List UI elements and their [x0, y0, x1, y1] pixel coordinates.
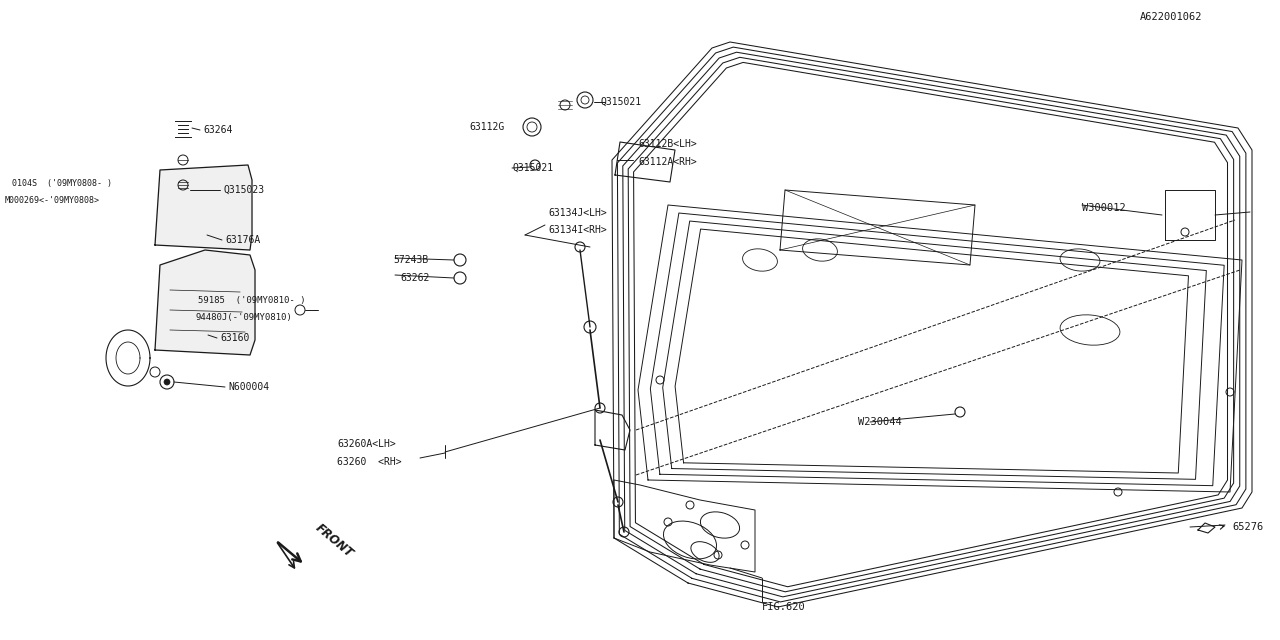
Text: 63260A<LH>: 63260A<LH>: [337, 439, 396, 449]
Text: 63262: 63262: [401, 273, 429, 283]
Text: W300012: W300012: [1082, 203, 1125, 213]
Text: Q315023: Q315023: [223, 185, 264, 195]
Text: 63134I<RH>: 63134I<RH>: [548, 225, 607, 235]
Polygon shape: [155, 250, 255, 355]
Text: 63160: 63160: [220, 333, 250, 343]
Text: 0104S  ('09MY0808- ): 0104S ('09MY0808- ): [12, 179, 113, 188]
Text: M000269<-'09MY0808>: M000269<-'09MY0808>: [5, 195, 100, 205]
Text: 63112G: 63112G: [470, 122, 506, 132]
Text: 63264: 63264: [204, 125, 233, 135]
Text: 59185  ('09MY0810- ): 59185 ('09MY0810- ): [198, 296, 306, 305]
Text: 63260  <RH>: 63260 <RH>: [337, 457, 402, 467]
Text: 63176A: 63176A: [225, 235, 260, 245]
Text: 63112A<RH>: 63112A<RH>: [637, 157, 696, 167]
Text: Q315021: Q315021: [512, 163, 553, 173]
Text: FRONT: FRONT: [314, 521, 356, 560]
Text: Q315021: Q315021: [600, 97, 641, 107]
Text: 63134J<LH>: 63134J<LH>: [548, 208, 607, 218]
Text: 63112B<LH>: 63112B<LH>: [637, 139, 696, 149]
Polygon shape: [155, 165, 252, 250]
Text: 65276: 65276: [1231, 522, 1263, 532]
Text: A622001062: A622001062: [1140, 12, 1202, 22]
Text: N600004: N600004: [228, 382, 269, 392]
Circle shape: [164, 379, 170, 385]
Text: W230044: W230044: [858, 417, 901, 427]
Text: FIG.620: FIG.620: [762, 602, 805, 612]
Text: 94480J(-'09MY0810): 94480J(-'09MY0810): [195, 312, 292, 321]
Text: 57243B: 57243B: [393, 255, 429, 265]
